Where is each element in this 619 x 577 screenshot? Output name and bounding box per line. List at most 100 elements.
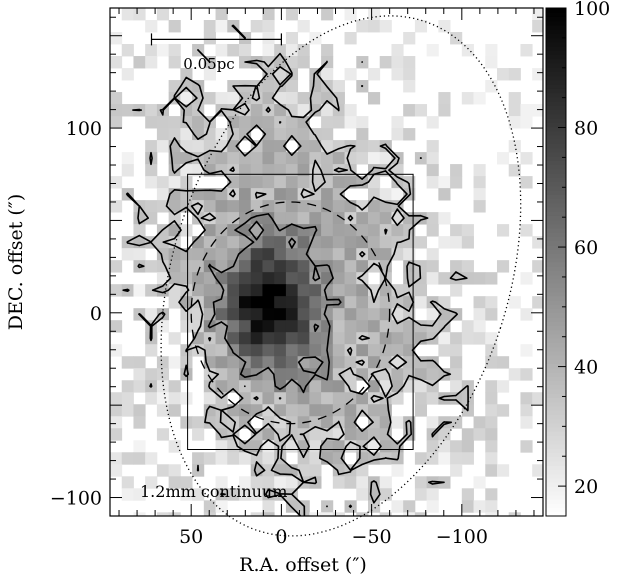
colorbar-step <box>546 223 566 229</box>
map-pixel <box>332 224 345 237</box>
map-pixel <box>285 416 299 429</box>
colorbar-step <box>546 88 566 94</box>
overlays <box>150 15 522 537</box>
map-pixel <box>133 404 146 417</box>
map-pixel <box>426 224 439 237</box>
map-pixel <box>145 260 158 273</box>
colorbar-step <box>546 135 566 140</box>
map-pixel <box>250 116 263 129</box>
map-pixel <box>133 416 146 429</box>
map-pixel <box>379 428 392 441</box>
map-pixel <box>227 248 240 261</box>
map-pixel <box>368 344 381 357</box>
map-pixel <box>145 44 158 57</box>
map-pixel <box>156 116 170 129</box>
map-pixel <box>285 332 299 345</box>
map-pixel <box>239 152 252 165</box>
map-pixel <box>250 476 263 489</box>
map-pixel <box>168 164 181 177</box>
map-pixel <box>485 272 498 285</box>
map-pixel <box>297 308 310 321</box>
map-pixel <box>344 296 357 309</box>
map-pixel <box>414 368 428 381</box>
map-pixel <box>121 404 134 417</box>
map-pixel <box>485 500 498 513</box>
map-pixel <box>309 92 322 105</box>
scale-bar-label: 0.05pc <box>183 55 234 73</box>
map-pixel <box>192 116 205 129</box>
map-pixel <box>297 344 310 357</box>
map-pixel <box>203 500 216 513</box>
colorbar-step <box>546 181 566 187</box>
map-pixel <box>203 68 216 81</box>
map-pixel <box>485 428 498 441</box>
map-pixel <box>403 32 416 45</box>
map-pixel <box>414 392 428 405</box>
map-pixel <box>262 44 275 57</box>
map-pixel <box>368 92 381 105</box>
map-pixel <box>414 452 428 465</box>
map-pixel <box>203 152 216 165</box>
map-pixel <box>239 416 252 429</box>
map-pixel <box>391 380 404 393</box>
map-pixel <box>168 200 181 213</box>
colorbar-step <box>546 24 566 30</box>
map-pixel <box>332 116 345 129</box>
map-pixel <box>180 128 193 141</box>
map-pixel <box>274 68 287 81</box>
map-pixel <box>297 128 310 141</box>
map-pixel <box>473 296 486 309</box>
map-pixel <box>344 212 357 225</box>
map-pixel <box>215 20 228 33</box>
map-pixel <box>496 380 510 393</box>
map-pixel <box>250 248 263 261</box>
map-pixel <box>297 272 310 285</box>
map-pixel <box>145 392 158 405</box>
map-pixel <box>356 512 369 516</box>
map-pixel <box>168 464 181 477</box>
map-pixel <box>250 272 263 285</box>
map-pixel <box>473 176 486 189</box>
colorbar-step <box>546 41 566 47</box>
map-pixel <box>192 296 205 309</box>
map-pixel <box>391 464 404 477</box>
map-pixel <box>309 284 322 297</box>
map-pixel <box>532 104 543 117</box>
map-pixel <box>215 212 228 225</box>
map-pixel <box>121 356 134 369</box>
colorbar-step <box>546 185 566 191</box>
map-pixel <box>180 140 193 153</box>
map-pixel <box>461 320 474 333</box>
map-pixel <box>180 296 193 309</box>
map-pixel <box>203 20 216 33</box>
map-pixel <box>403 80 416 93</box>
map-pixel <box>110 392 123 405</box>
map-pixel <box>110 116 123 129</box>
map-pixel <box>145 164 158 177</box>
map-pixel <box>203 200 216 213</box>
map-pixel <box>391 332 404 345</box>
map-pixel <box>121 152 134 165</box>
map-pixel <box>473 92 486 105</box>
map-pixel <box>356 260 369 273</box>
map-pixel <box>379 308 392 321</box>
map-pixel <box>285 116 299 129</box>
map-pixel <box>344 68 357 81</box>
map-pixel <box>227 176 240 189</box>
map-pixel <box>168 212 181 225</box>
map-pixel <box>121 164 134 177</box>
map-pixel <box>250 236 263 249</box>
map-pixel <box>262 284 275 297</box>
map-pixel <box>403 68 416 81</box>
map-pixel <box>368 356 381 369</box>
map-pixel <box>203 224 216 237</box>
map-pixel <box>250 488 263 501</box>
map-pixel <box>344 284 357 297</box>
colorbar-step <box>546 50 566 56</box>
map-pixel <box>508 140 521 153</box>
map-pixel <box>309 104 322 117</box>
map-pixel <box>473 164 486 177</box>
colorbar-step <box>546 363 566 369</box>
map-pixel <box>332 380 345 393</box>
map-pixel <box>203 284 216 297</box>
